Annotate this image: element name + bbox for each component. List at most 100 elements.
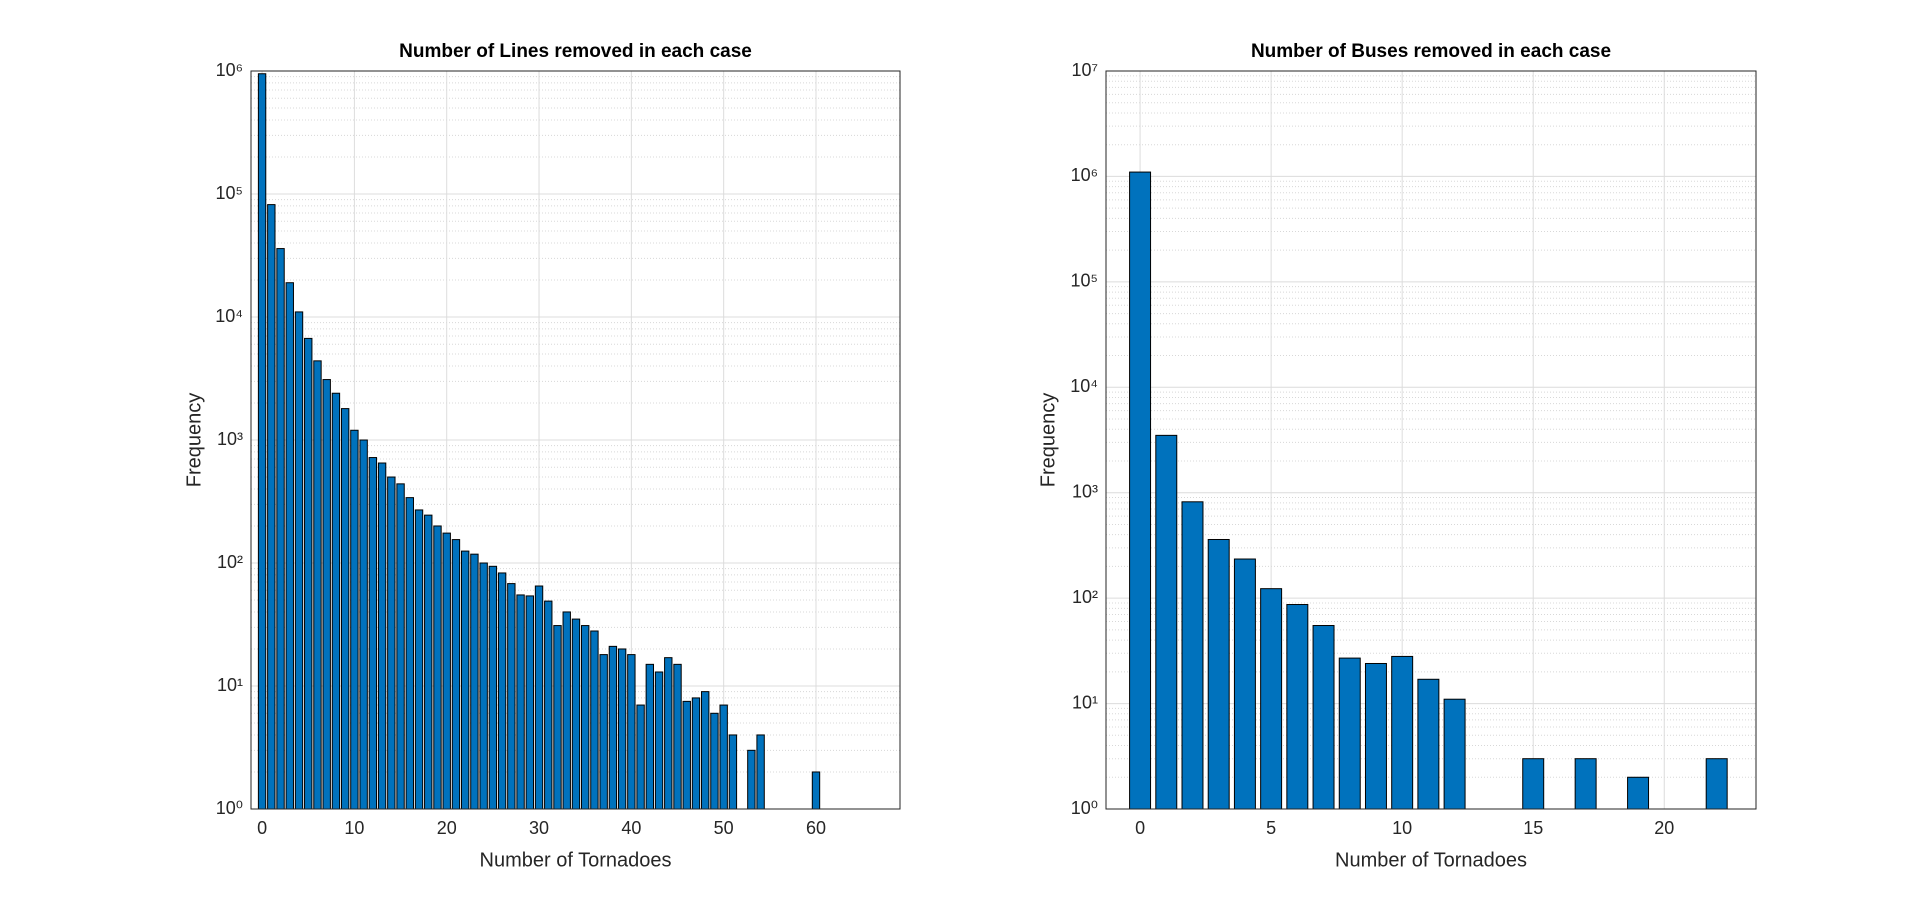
x-tick-label: 20 (437, 818, 457, 838)
x-tick-label: 10 (344, 818, 364, 838)
x-tick-label: 10 (1392, 818, 1412, 838)
bar (1627, 776, 1650, 810)
bar (1233, 558, 1256, 810)
bar (728, 734, 738, 810)
bar (1286, 604, 1309, 810)
y-axis-label: Frequency (1037, 393, 1059, 488)
bar (747, 749, 756, 810)
bar (544, 600, 553, 810)
axes-box (250, 70, 901, 810)
y-tick-label: 10⁰ (1071, 798, 1098, 818)
bar (710, 712, 719, 810)
y-tick-label: 10⁵ (1071, 271, 1098, 291)
bar (479, 562, 488, 810)
y-tick-label: 10⁶ (1071, 165, 1098, 185)
bar (442, 532, 451, 810)
bar (811, 771, 821, 810)
bar (571, 618, 581, 810)
bar (664, 657, 673, 810)
y-tick-label: 10¹ (1072, 692, 1098, 712)
bar (267, 204, 276, 810)
y-tick-label: 10⁶ (216, 60, 243, 80)
bar (405, 497, 414, 810)
y-tick-label: 10⁴ (215, 306, 243, 326)
x-tick-label: 0 (1135, 818, 1145, 838)
bar (654, 671, 664, 810)
bar (414, 509, 424, 810)
bar (1443, 698, 1466, 810)
bar (359, 439, 368, 810)
y-tick-label: 10² (217, 552, 243, 572)
bar (617, 648, 627, 810)
bar (350, 429, 359, 810)
bar (1391, 655, 1414, 810)
bar (470, 553, 479, 810)
bar (645, 663, 655, 810)
x-tick-label: 5 (1266, 818, 1276, 838)
y-tick-label: 10⁷ (1071, 60, 1098, 80)
bar (525, 595, 534, 810)
y-tick-label: 10¹ (217, 675, 243, 695)
chart-title: Number of Lines removed in each case (399, 41, 752, 62)
bar (1312, 625, 1335, 810)
bar (581, 625, 590, 810)
axes-box (1105, 70, 1757, 810)
x-tick-label: 50 (714, 818, 734, 838)
bar (460, 550, 470, 810)
bar (608, 645, 618, 810)
bar (1364, 662, 1387, 810)
bar (590, 630, 599, 810)
bar (488, 565, 498, 810)
bar (1338, 657, 1361, 810)
bar (756, 734, 765, 810)
bar (1574, 758, 1597, 810)
bar (1417, 678, 1440, 810)
x-axis-label: Number of Tornadoes (1335, 849, 1527, 871)
x-tick-label: 15 (1523, 818, 1543, 838)
bar (497, 572, 507, 810)
chart-title: Number of Buses removed in each case (1251, 41, 1611, 62)
bar (340, 408, 350, 810)
bar (424, 514, 433, 810)
bar (304, 337, 313, 810)
bar (507, 583, 516, 810)
bar (682, 700, 691, 810)
bar (322, 379, 331, 810)
x-axis-label: Number of Tornadoes (480, 849, 672, 871)
bar (691, 697, 701, 810)
bar (396, 483, 405, 810)
bar (294, 311, 304, 810)
bar (1522, 758, 1545, 810)
y-axis-label: Frequency (183, 393, 205, 488)
bar (313, 360, 322, 810)
y-tick-label: 10³ (1072, 481, 1098, 501)
bar (368, 457, 378, 810)
bar (1705, 758, 1728, 810)
bar (516, 594, 525, 810)
bar (599, 654, 608, 810)
x-tick-label: 40 (621, 818, 641, 838)
bar (534, 585, 544, 810)
bar (451, 539, 461, 810)
bar (377, 462, 387, 810)
bar (331, 392, 341, 810)
x-tick-label: 30 (529, 818, 549, 838)
bar (627, 654, 636, 810)
bar (433, 525, 442, 810)
x-tick-label: 60 (806, 818, 826, 838)
y-tick-label: 10³ (217, 429, 243, 449)
bar (1129, 171, 1152, 810)
y-tick-label: 10² (1072, 587, 1098, 607)
bar (285, 282, 294, 810)
bar (719, 704, 728, 810)
bar (1155, 434, 1178, 810)
bar (553, 625, 562, 810)
bar (673, 663, 682, 810)
bar (387, 476, 396, 810)
bar (276, 248, 285, 810)
bar (562, 611, 571, 810)
x-tick-label: 20 (1654, 818, 1674, 838)
bar (1207, 538, 1230, 810)
y-tick-label: 10⁰ (216, 798, 243, 818)
